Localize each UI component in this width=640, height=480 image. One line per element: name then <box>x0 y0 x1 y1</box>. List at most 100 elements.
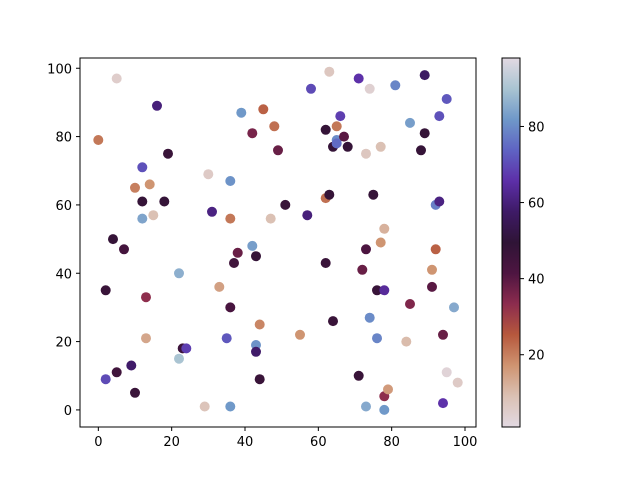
data-point <box>372 333 382 344</box>
data-point <box>273 145 283 156</box>
data-point <box>383 384 393 395</box>
data-point <box>361 244 371 255</box>
colorbar-frame <box>501 57 521 428</box>
colorbar-tick-label: 80 <box>528 120 545 135</box>
data-point <box>449 302 459 313</box>
data-point <box>93 135 104 145</box>
data-point <box>405 117 415 128</box>
data-point <box>108 234 118 245</box>
data-point <box>207 206 217 217</box>
data-point <box>111 73 122 84</box>
data-point <box>302 210 313 221</box>
data-point <box>130 182 140 193</box>
data-point <box>251 346 261 357</box>
data-point <box>320 258 331 268</box>
data-point <box>174 353 184 364</box>
data-point <box>159 196 170 207</box>
data-point <box>214 281 225 292</box>
data-point <box>427 264 437 275</box>
data-point <box>247 240 258 251</box>
data-point <box>379 223 390 234</box>
data-point <box>306 83 316 94</box>
data-point <box>236 107 247 118</box>
data-point <box>416 145 426 156</box>
data-point <box>137 213 148 224</box>
data-point <box>419 70 430 81</box>
colorbar-ticks: 20 40 60 80 <box>520 120 545 364</box>
plot-frame <box>79 57 477 428</box>
data-point <box>364 83 375 94</box>
data-point <box>111 367 122 378</box>
data-point <box>375 141 386 152</box>
data-point <box>269 121 280 132</box>
data-point <box>280 199 291 210</box>
x-tick-label: 100 <box>453 435 478 450</box>
data-point <box>331 138 342 149</box>
data-point <box>137 196 148 207</box>
data-point <box>375 237 386 248</box>
data-point <box>438 329 448 340</box>
colorbar: 20 40 60 80 <box>501 57 545 428</box>
data-point <box>100 374 111 385</box>
data-point <box>225 401 236 412</box>
data-point <box>335 111 346 122</box>
data-point <box>368 189 379 200</box>
data-point <box>199 401 210 412</box>
data-point <box>434 111 445 122</box>
data-point <box>324 66 335 77</box>
data-point <box>254 319 265 330</box>
data-point <box>339 131 349 142</box>
colorbar-tick-label: 20 <box>528 349 545 364</box>
data-point <box>328 316 338 327</box>
data-point <box>221 333 232 344</box>
data-point <box>100 285 111 296</box>
colorbar-gradient <box>502 58 520 427</box>
x-tick-label: 0 <box>94 435 102 450</box>
data-point <box>361 148 371 159</box>
data-point <box>364 312 375 323</box>
data-point <box>438 398 448 409</box>
data-point <box>441 94 452 104</box>
data-point <box>203 169 214 180</box>
data-point <box>379 404 390 415</box>
colorbar-tick-label: 60 <box>528 197 545 212</box>
data-point <box>141 292 151 303</box>
x-tick-label: 40 <box>237 435 254 450</box>
data-point <box>265 213 276 224</box>
y-tick-label: 80 <box>55 131 72 146</box>
x-axis: 0 20 40 60 80 100 <box>94 427 477 450</box>
y-axis: 0 20 40 60 80 100 <box>47 62 80 419</box>
x-tick-label: 80 <box>383 435 400 450</box>
data-point <box>225 302 236 313</box>
data-point <box>163 148 173 159</box>
data-point <box>181 343 192 354</box>
y-tick-label: 60 <box>55 199 72 214</box>
data-point <box>324 189 335 200</box>
data-point <box>430 244 441 255</box>
data-point <box>353 73 364 84</box>
data-point <box>232 247 243 258</box>
y-tick-label: 20 <box>55 336 72 351</box>
data-point <box>148 210 159 221</box>
y-tick-label: 100 <box>47 62 72 77</box>
data-point <box>130 387 140 398</box>
data-point <box>353 370 364 381</box>
data-point <box>225 176 236 186</box>
data-point <box>254 374 265 385</box>
data-point <box>405 299 415 309</box>
data-point <box>144 179 155 190</box>
data-point <box>247 128 258 139</box>
data-point <box>295 329 305 340</box>
data-point <box>331 121 342 132</box>
data-point <box>126 360 137 371</box>
data-point <box>137 162 148 173</box>
data-point <box>229 258 239 268</box>
data-point <box>452 377 463 388</box>
data-point <box>401 336 412 347</box>
x-tick-label: 60 <box>310 435 327 450</box>
data-point <box>174 268 184 279</box>
y-tick-label: 40 <box>55 267 72 282</box>
colorbar-tick-label: 40 <box>528 273 545 288</box>
data-point <box>141 333 151 344</box>
